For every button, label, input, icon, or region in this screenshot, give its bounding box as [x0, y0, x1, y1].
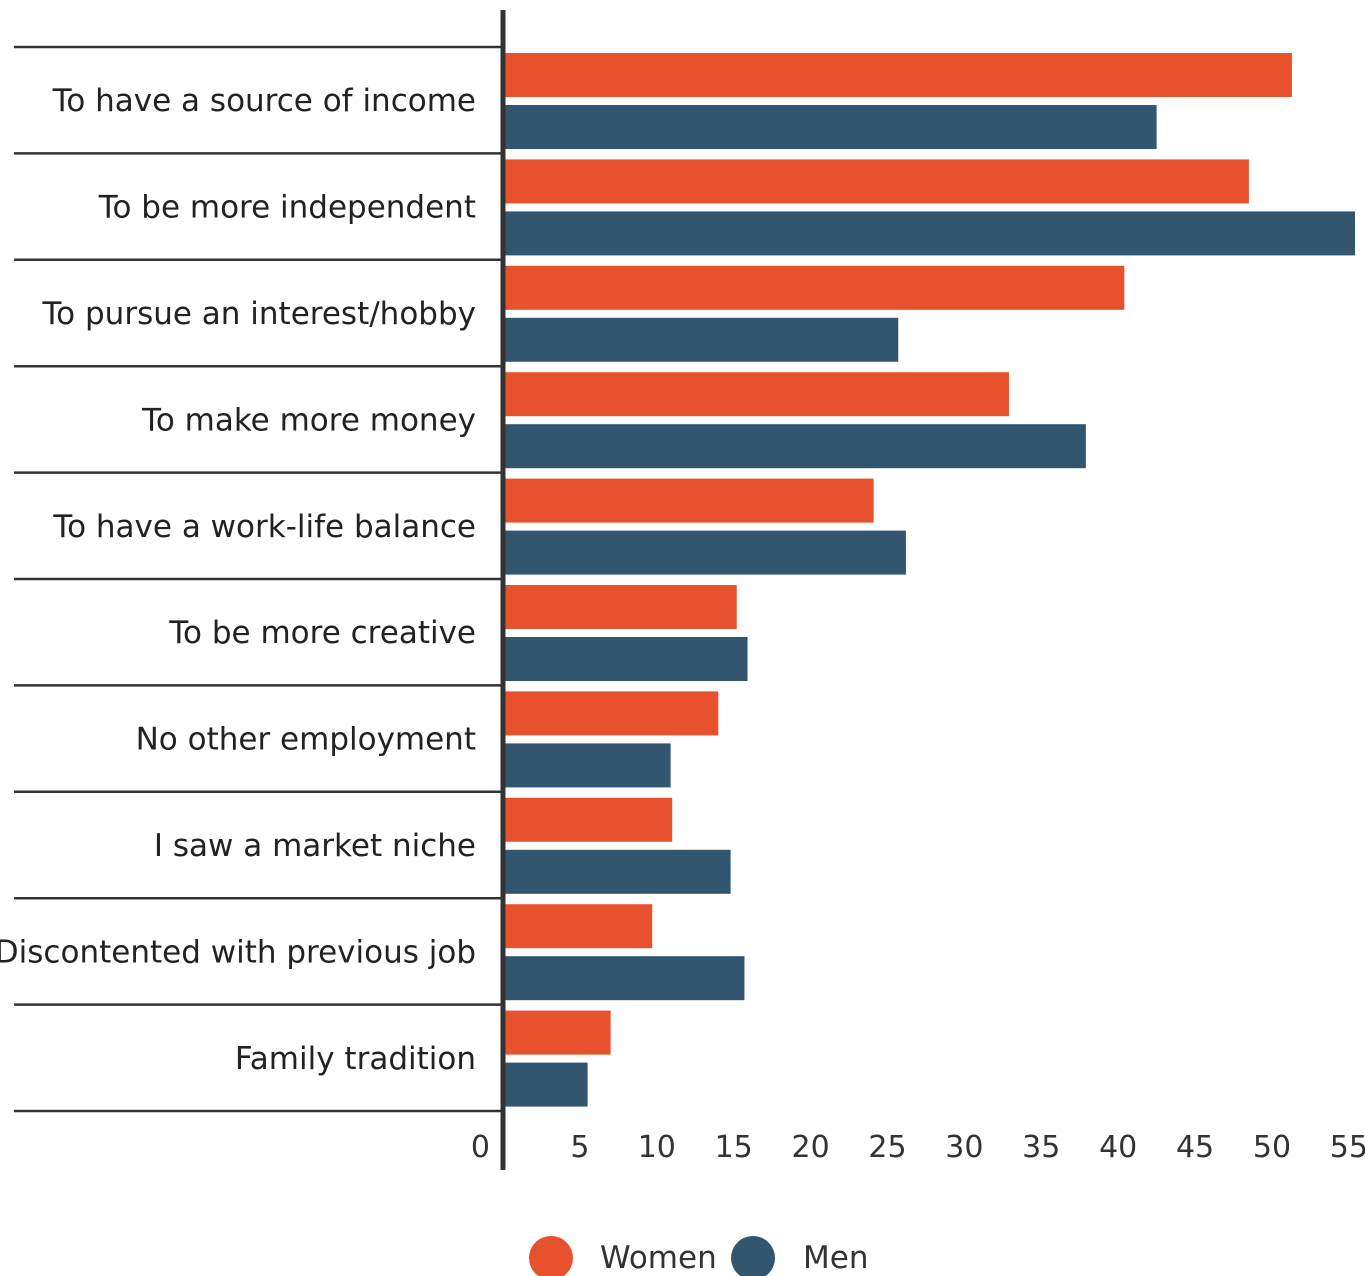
bar-women — [503, 585, 737, 629]
category-labels: To have a source of income To be more ind… — [0, 83, 476, 1077]
x-tick-label: 25 — [868, 1130, 906, 1165]
x-tick-label: 0 — [471, 1130, 490, 1165]
category-label: I saw a market niche — [154, 828, 476, 864]
category-label: To be more creative — [168, 615, 476, 651]
category-label: To have a work-life balance — [52, 509, 476, 545]
legend: Women Men — [529, 1236, 868, 1276]
x-tick-label: 35 — [1022, 1130, 1060, 1165]
bar-men — [503, 317, 899, 362]
category-label: No other employment — [136, 722, 476, 758]
bar-women — [503, 372, 1009, 417]
category-label: To have a source of income — [52, 83, 476, 119]
category-label: To pursue an interest/hobby — [42, 296, 476, 332]
x-tick-label: 30 — [945, 1130, 983, 1165]
legend-swatch-men — [731, 1236, 775, 1276]
bar-women — [503, 797, 673, 842]
x-tick-label: 15 — [715, 1130, 753, 1165]
x-tick-label: 5 — [570, 1130, 589, 1165]
category-label: Family tradition — [235, 1041, 476, 1077]
x-tick-label: 40 — [1099, 1130, 1137, 1165]
bar-men — [503, 530, 906, 575]
bar-men — [503, 424, 1086, 469]
bar-men — [503, 637, 748, 681]
category-label: To be more independent — [98, 190, 476, 226]
bar-men — [503, 1062, 588, 1107]
row-separators — [14, 45, 503, 1113]
bar-women — [503, 904, 653, 949]
bar-women — [503, 691, 719, 736]
legend-label-women: Women — [600, 1240, 717, 1276]
x-tick-label: 20 — [791, 1130, 829, 1165]
legend-label-men: Men — [803, 1240, 868, 1276]
legend-swatch-women — [529, 1236, 573, 1276]
bar-men — [503, 956, 745, 1001]
x-tick-label: 10 — [638, 1130, 676, 1165]
bar-women — [503, 1010, 611, 1055]
bar-men — [503, 211, 1355, 256]
category-label: To make more money — [141, 402, 476, 438]
bar-women — [503, 265, 1125, 310]
category-label: Discontented with previous job — [0, 934, 476, 970]
bar-men — [503, 743, 671, 788]
x-axis-ticks: 0 5 10 15 20 25 30 35 40 45 50 55 — [471, 1130, 1365, 1165]
x-tick-label: 55 — [1330, 1130, 1365, 1165]
bars-group — [503, 53, 1355, 1107]
bar-women — [503, 478, 874, 523]
bar-women — [503, 53, 1292, 97]
x-tick-label: 45 — [1176, 1130, 1214, 1165]
bar-men — [503, 105, 1157, 149]
bar-women — [503, 159, 1249, 204]
bar-men — [503, 849, 731, 894]
x-tick-label: 50 — [1253, 1130, 1291, 1165]
